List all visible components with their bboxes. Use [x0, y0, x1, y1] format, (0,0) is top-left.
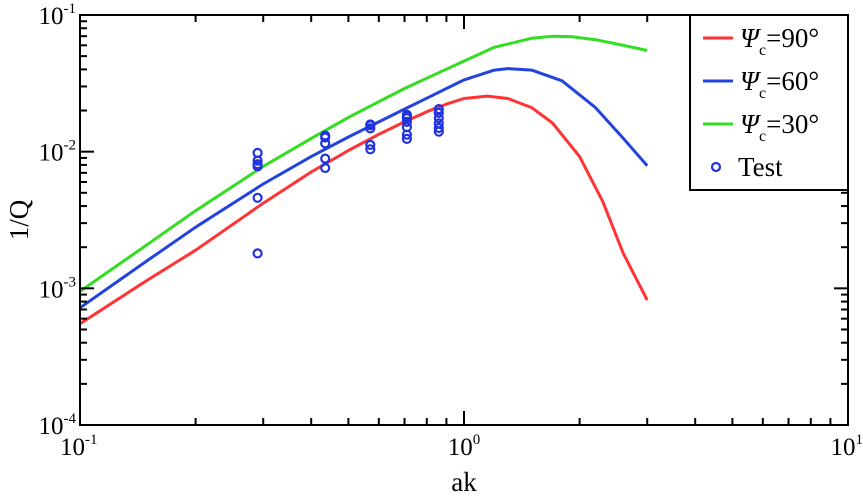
legend-symbol: Ψ — [740, 23, 762, 53]
y-tick-label-base: 10 — [39, 140, 64, 167]
y-tick-label-exponent: -2 — [64, 138, 77, 154]
data-point — [401, 133, 412, 144]
legend-subscript: c — [759, 128, 766, 145]
data-point — [320, 153, 331, 164]
data-point — [433, 107, 444, 119]
legend-subscript: c — [759, 85, 766, 102]
y-tick-label: 10-1 — [39, 1, 77, 30]
x-tick-label: 10-1 — [60, 432, 98, 461]
x-tick-label-exponent: -1 — [85, 432, 98, 448]
series-line-2 — [79, 34, 648, 293]
series-line-0 — [79, 94, 649, 326]
legend-label-1: Ψc=60° — [740, 66, 819, 102]
legend-label-2: Ψc=30° — [740, 109, 819, 145]
y-tick-label-base: 10 — [39, 413, 64, 440]
data-point — [433, 112, 444, 124]
data-point — [401, 111, 412, 122]
y-tick-label-base: 10 — [39, 276, 64, 303]
x-tick-label-exponent: 1 — [856, 432, 863, 448]
legend-symbol: Ψ — [740, 109, 762, 139]
series-line-1 — [79, 67, 649, 310]
legend: Ψc=90°Ψc=60°Ψc=30°Test — [689, 14, 849, 191]
x-tick-label: 100 — [448, 432, 481, 461]
legend-symbol: Ψ — [740, 66, 762, 96]
x-tick-label-base: 10 — [831, 434, 856, 461]
y-tick-label: 10-2 — [39, 138, 77, 167]
y-tick-label-exponent: -1 — [64, 1, 77, 17]
y-tick-label-base: 10 — [39, 3, 64, 30]
x-tick-label-exponent: 0 — [473, 432, 481, 448]
data-point — [252, 192, 263, 203]
y-tick-label-exponent: -3 — [64, 274, 77, 290]
y-axis-title: 1/Q — [4, 199, 34, 240]
legend-subscript: c — [759, 42, 766, 59]
y-tick-label-exponent: -4 — [64, 411, 77, 427]
legend-label-3: Test — [738, 152, 783, 182]
x-axis-title: ak — [451, 467, 477, 496]
data-point — [365, 144, 376, 155]
legend-box — [689, 14, 849, 191]
legend-rest: Test — [738, 152, 783, 182]
legend-rest: =30° — [766, 109, 819, 139]
legend-label-0: Ψc=90° — [740, 23, 819, 59]
x-tick-label: 101 — [831, 432, 863, 461]
data-point — [433, 122, 444, 134]
data-point — [252, 161, 263, 172]
data-point — [401, 116, 412, 128]
data-point — [252, 155, 263, 166]
data-point — [365, 120, 376, 131]
data-point — [433, 126, 444, 137]
x-tick-label-base: 10 — [60, 434, 85, 461]
x-tick-label-base: 10 — [448, 434, 473, 461]
legend-rest: =90° — [766, 23, 819, 53]
legend-swatch-3 — [710, 161, 722, 173]
data-point — [365, 139, 376, 150]
data-point — [320, 130, 331, 141]
plot-content — [79, 34, 649, 326]
data-point — [401, 129, 412, 140]
data-point — [252, 248, 263, 259]
y-tick-label: 10-3 — [39, 274, 77, 303]
legend-rest: =60° — [766, 66, 819, 96]
y-tick-label: 10-4 — [39, 411, 77, 440]
data-point — [320, 162, 331, 174]
